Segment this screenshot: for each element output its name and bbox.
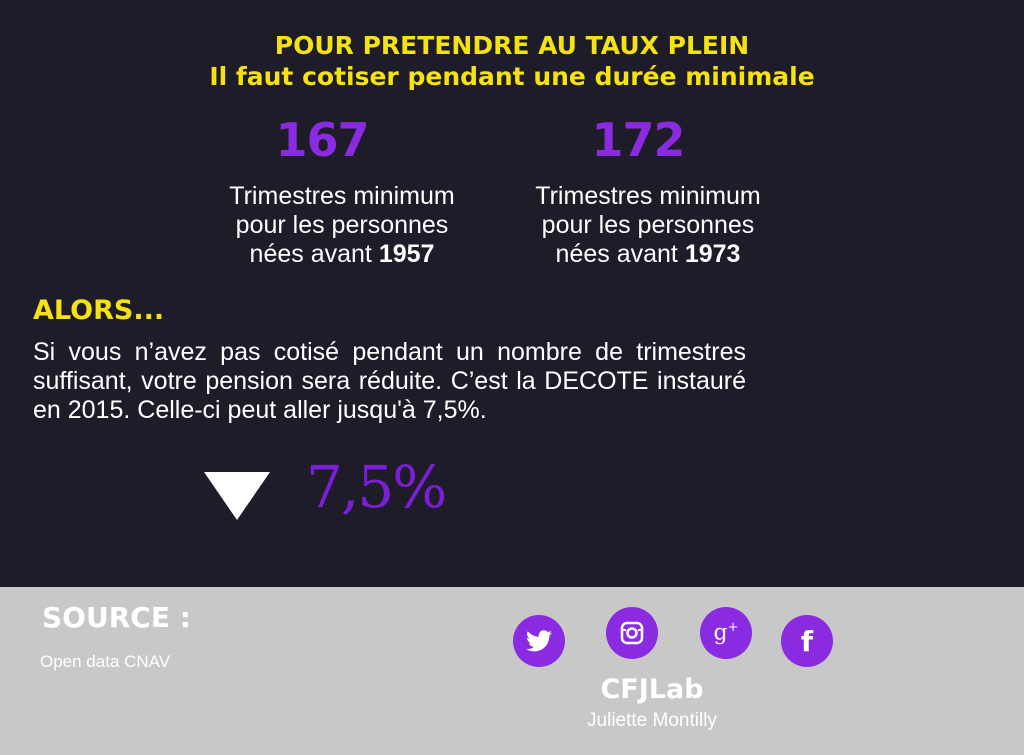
instagram-icon[interactable] (606, 607, 658, 659)
alors-heading: ALORS... (33, 295, 165, 326)
decote-percent: 7,5% (306, 453, 447, 521)
stat-value: 167 (275, 113, 369, 167)
stat-value: 172 (591, 113, 685, 167)
stat-desc-prefix: nées avant (249, 240, 379, 268)
stat-year: 1973 (684, 240, 741, 268)
twitter-bird-glyph (526, 630, 552, 652)
google-plus-icon[interactable]: g+ (700, 607, 752, 659)
stat-desc-line: pour les personnes (235, 211, 449, 239)
title-line-1: POUR PRETENDRE AU TAUX PLEIN (274, 31, 750, 60)
instagram-camera-glyph (620, 621, 644, 645)
main-panel: POUR PRETENDRE AU TAUX PLEIN Il faut cot… (0, 30, 1024, 521)
stat-description: Trimestres minimum pour les personnes né… (498, 182, 798, 269)
stat-desc-prefix: nées avant (555, 240, 685, 268)
stat-desc-line: nées avant 1973 (498, 240, 798, 269)
author-name: Juliette Montilly (587, 710, 717, 731)
stat-description: Trimestres minimum pour les personnes né… (192, 182, 492, 269)
decote-paragraph: Si vous n’avez pas cotisé pendant un nom… (33, 338, 746, 424)
page-title: POUR PRETENDRE AU TAUX PLEIN Il faut cot… (0, 30, 1024, 92)
brand-name: CFJLab (600, 674, 704, 705)
footer: SOURCE : Open data CNAV g+ f CFJLab Juli… (0, 587, 1024, 755)
facebook-glyph: f (800, 624, 814, 658)
source-title: SOURCE : (42, 601, 191, 634)
stat-desc-line: Trimestres minimum (229, 182, 455, 210)
down-triangle-icon (204, 472, 270, 520)
title-line-2: Il faut cotiser pendant une durée minima… (209, 62, 815, 91)
google-plus-glyph: g+ (713, 620, 739, 646)
stat-block-1973: 172 Trimestres minimum pour les personne… (498, 110, 798, 269)
stat-block-1957: 167 Trimestres minimum pour les personne… (192, 110, 492, 269)
facebook-icon[interactable]: f (781, 615, 833, 667)
stat-desc-line: pour les personnes (541, 211, 755, 239)
source-text: Open data CNAV (40, 652, 171, 671)
twitter-icon[interactable] (513, 615, 565, 667)
stat-desc-line: nées avant 1957 (192, 240, 492, 269)
stat-desc-line: Trimestres minimum (535, 182, 761, 210)
stat-year: 1957 (378, 240, 435, 268)
